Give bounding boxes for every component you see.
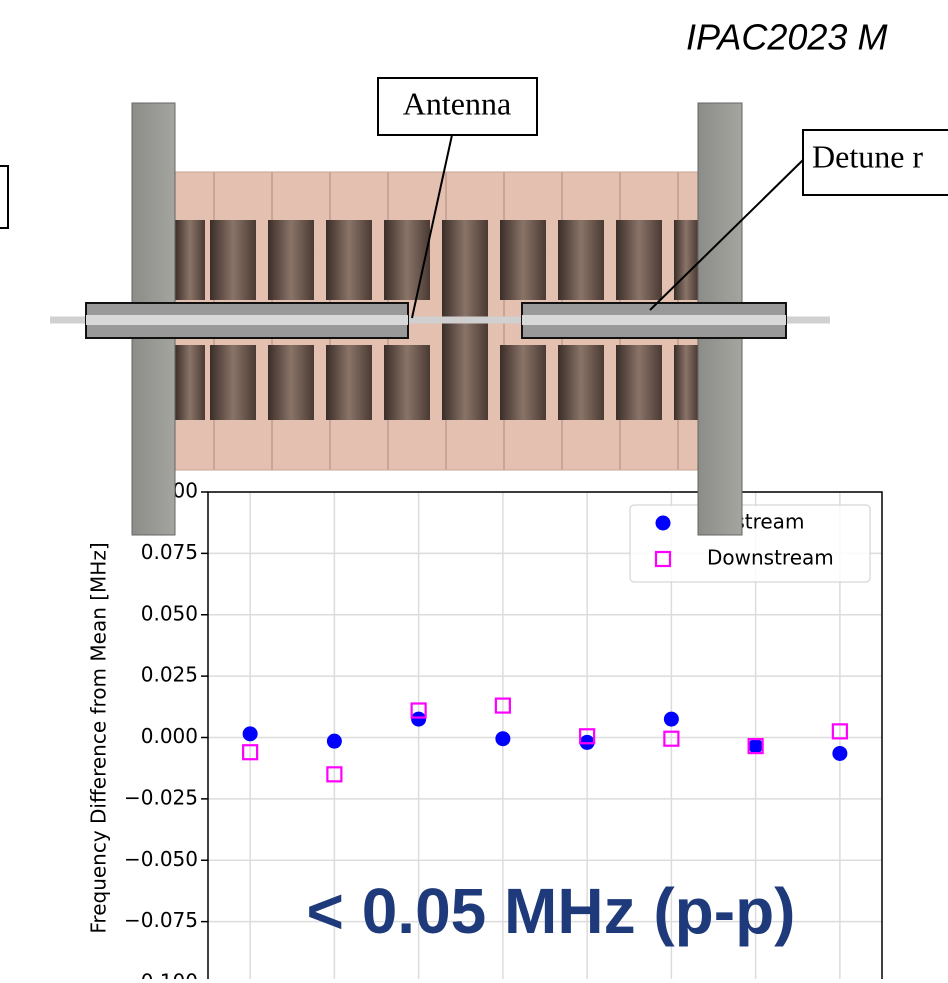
y-tick-label: 0.025 xyxy=(141,663,198,687)
y-tick-label: 0.050 xyxy=(141,601,198,625)
detune-label: Detune r xyxy=(812,138,923,174)
point xyxy=(327,734,342,749)
legend-marker xyxy=(656,516,671,531)
point xyxy=(664,712,679,727)
y-tick-label: 0.000 xyxy=(141,724,198,748)
legend-label: Downstream xyxy=(707,546,834,570)
y-tick-label: −0.050 xyxy=(124,847,198,871)
point xyxy=(411,712,426,727)
slide: −0.100 −0.075 −0.050 −0.025 0.000 0.025 0.050 0… xyxy=(0,0,948,979)
point xyxy=(243,726,258,741)
clipped-box xyxy=(0,166,8,228)
point xyxy=(832,746,847,761)
annotation: < 0.05 MHz (p-p) xyxy=(307,875,796,947)
y-axis-label: Frequency Difference from Mean [MHz] xyxy=(87,542,111,933)
antenna-label: Antenna xyxy=(403,85,511,121)
y-tick-label: −0.075 xyxy=(124,908,198,932)
y-tick-label: 0.075 xyxy=(141,540,198,564)
y-tick-label: −0.025 xyxy=(124,785,198,809)
point xyxy=(495,731,510,746)
point xyxy=(748,739,763,754)
cavity-drawing: Antenna Detune r xyxy=(50,78,948,535)
y-tick-label: −0.100 xyxy=(124,970,198,980)
slide-title: IPAC2023 M xyxy=(686,17,887,58)
